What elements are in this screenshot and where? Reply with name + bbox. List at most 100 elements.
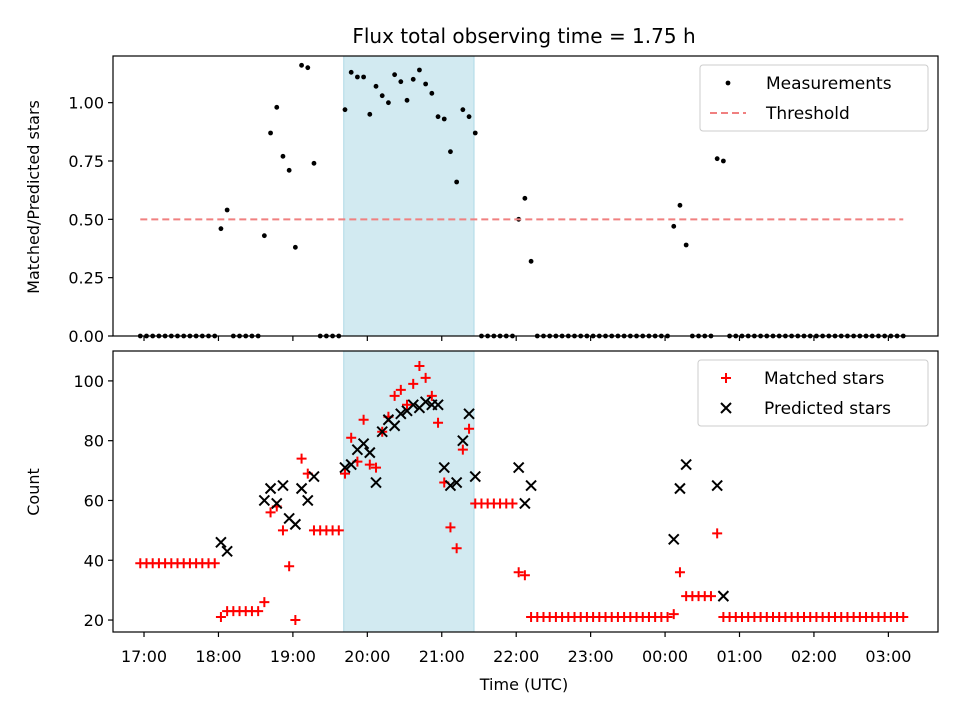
measurement-point bbox=[441, 116, 447, 122]
measurement-point bbox=[683, 242, 689, 248]
predicted-star-point bbox=[302, 494, 314, 507]
predicted-star-point bbox=[463, 408, 475, 420]
measurement-point bbox=[268, 130, 273, 136]
bottom-legend-frame bbox=[697, 359, 929, 427]
predicted-star-point bbox=[376, 426, 388, 438]
bottom-axes-frame bbox=[112, 350, 939, 633]
predicted-star-point bbox=[221, 545, 233, 557]
matched-star-point bbox=[346, 432, 357, 443]
measurement-point bbox=[423, 81, 429, 87]
measurement-point bbox=[522, 195, 528, 201]
measurement-point bbox=[429, 90, 435, 96]
measurement-point bbox=[454, 179, 460, 185]
predicted-star-point bbox=[258, 494, 271, 507]
predicted-star-point bbox=[668, 533, 680, 546]
predicted-star-point bbox=[525, 479, 537, 492]
measurement-point bbox=[460, 107, 466, 113]
bottom-y-tick-label: 20 bbox=[84, 611, 104, 630]
predicted-star-point bbox=[370, 476, 382, 489]
matched-star-point bbox=[209, 558, 220, 569]
predicted-star-point bbox=[419, 396, 432, 408]
matched-star-point bbox=[420, 372, 431, 383]
matched-star-point bbox=[457, 444, 468, 455]
predicted-star-point bbox=[469, 470, 481, 483]
x-tick-label: 17:00 bbox=[121, 647, 167, 666]
measurement-point bbox=[386, 100, 391, 106]
bottom-series-1 bbox=[215, 396, 730, 602]
top-y-tick-label: 0.75 bbox=[68, 152, 104, 171]
x-tick-label: 21:00 bbox=[419, 647, 465, 666]
matched-star-point bbox=[389, 390, 400, 401]
chart-title: Flux total observing time = 1.75 h bbox=[352, 24, 695, 48]
matched-star-point bbox=[296, 453, 307, 464]
predicted-star-point bbox=[432, 399, 444, 411]
matched-star-point bbox=[358, 414, 369, 425]
matched-star-point bbox=[426, 390, 437, 401]
top-y-tick-label: 0.00 bbox=[68, 327, 104, 346]
measurement-point bbox=[292, 244, 298, 250]
x-tick-label: 18:00 bbox=[195, 647, 241, 666]
matched-star-point bbox=[445, 522, 456, 533]
measurement-point bbox=[528, 258, 534, 264]
legend-label: Matched stars bbox=[764, 369, 884, 389]
matched-star-point bbox=[414, 360, 425, 371]
predicted-star-point bbox=[444, 479, 457, 492]
matched-star-point bbox=[712, 528, 723, 539]
matched-star-point bbox=[451, 543, 462, 554]
matched-star-point bbox=[668, 609, 679, 620]
matched-star-point bbox=[662, 612, 673, 623]
matched-star-point bbox=[402, 399, 413, 410]
legend-label: Threshold bbox=[765, 104, 850, 124]
top-legend-frame bbox=[699, 64, 929, 132]
predicted-star-point bbox=[339, 461, 351, 474]
bottom-y-tick-label: 80 bbox=[84, 432, 104, 451]
matched-star-point bbox=[898, 612, 909, 623]
matched-star-point bbox=[215, 612, 226, 623]
predicted-star-point bbox=[519, 497, 531, 510]
predicted-star-point bbox=[450, 476, 463, 489]
measurement-point bbox=[311, 160, 317, 166]
measurement-point bbox=[299, 62, 304, 68]
bottom-y-tick-label: 40 bbox=[84, 551, 104, 570]
x-tick-label: 00:00 bbox=[642, 647, 688, 666]
matched-star-point bbox=[371, 462, 382, 473]
measurement-point bbox=[671, 223, 677, 229]
x-tick-label: 23:00 bbox=[568, 647, 614, 666]
x-tick-label: 19:00 bbox=[270, 647, 316, 666]
predicted-star-point bbox=[357, 437, 370, 450]
predicted-star-point bbox=[711, 479, 723, 492]
matched-star-point bbox=[265, 507, 276, 518]
matched-star-point bbox=[674, 567, 685, 578]
top-y-tick-label: 0.25 bbox=[68, 269, 104, 288]
bottom-observation-window bbox=[343, 350, 475, 633]
legend-label: Predicted stars bbox=[764, 399, 891, 419]
measurement-point bbox=[410, 76, 416, 82]
predicted-star-point bbox=[271, 497, 283, 510]
matched-star-point bbox=[259, 597, 270, 608]
measurement-point bbox=[373, 83, 379, 89]
matched-star-point bbox=[253, 606, 264, 617]
top-observation-window bbox=[343, 55, 475, 337]
legend-measurements-marker bbox=[725, 80, 731, 86]
measurement-point bbox=[677, 202, 683, 208]
top-y-axis-label: Matched/Predicted stars bbox=[24, 100, 43, 294]
x-tick-label: 20:00 bbox=[344, 647, 390, 666]
measurement-point bbox=[261, 233, 267, 239]
x-axis-label: Time (UTC) bbox=[479, 675, 568, 694]
matched-star-point bbox=[290, 615, 301, 626]
matched-star-point bbox=[507, 498, 518, 509]
predicted-star-point bbox=[717, 590, 730, 602]
measurement-point bbox=[398, 79, 404, 85]
measurement-point bbox=[367, 111, 373, 117]
predicted-star-point bbox=[407, 399, 419, 411]
legend-predicted-marker bbox=[720, 402, 732, 414]
measurement-point bbox=[714, 156, 720, 162]
measurement-point bbox=[720, 158, 726, 164]
predicted-star-point bbox=[364, 446, 376, 459]
measurement-point bbox=[274, 104, 280, 110]
matched-star-point bbox=[408, 378, 419, 389]
predicted-star-point bbox=[308, 470, 320, 483]
predicted-star-point bbox=[674, 482, 686, 495]
measurement-point bbox=[224, 207, 230, 213]
x-tick-label: 03:00 bbox=[865, 647, 911, 666]
